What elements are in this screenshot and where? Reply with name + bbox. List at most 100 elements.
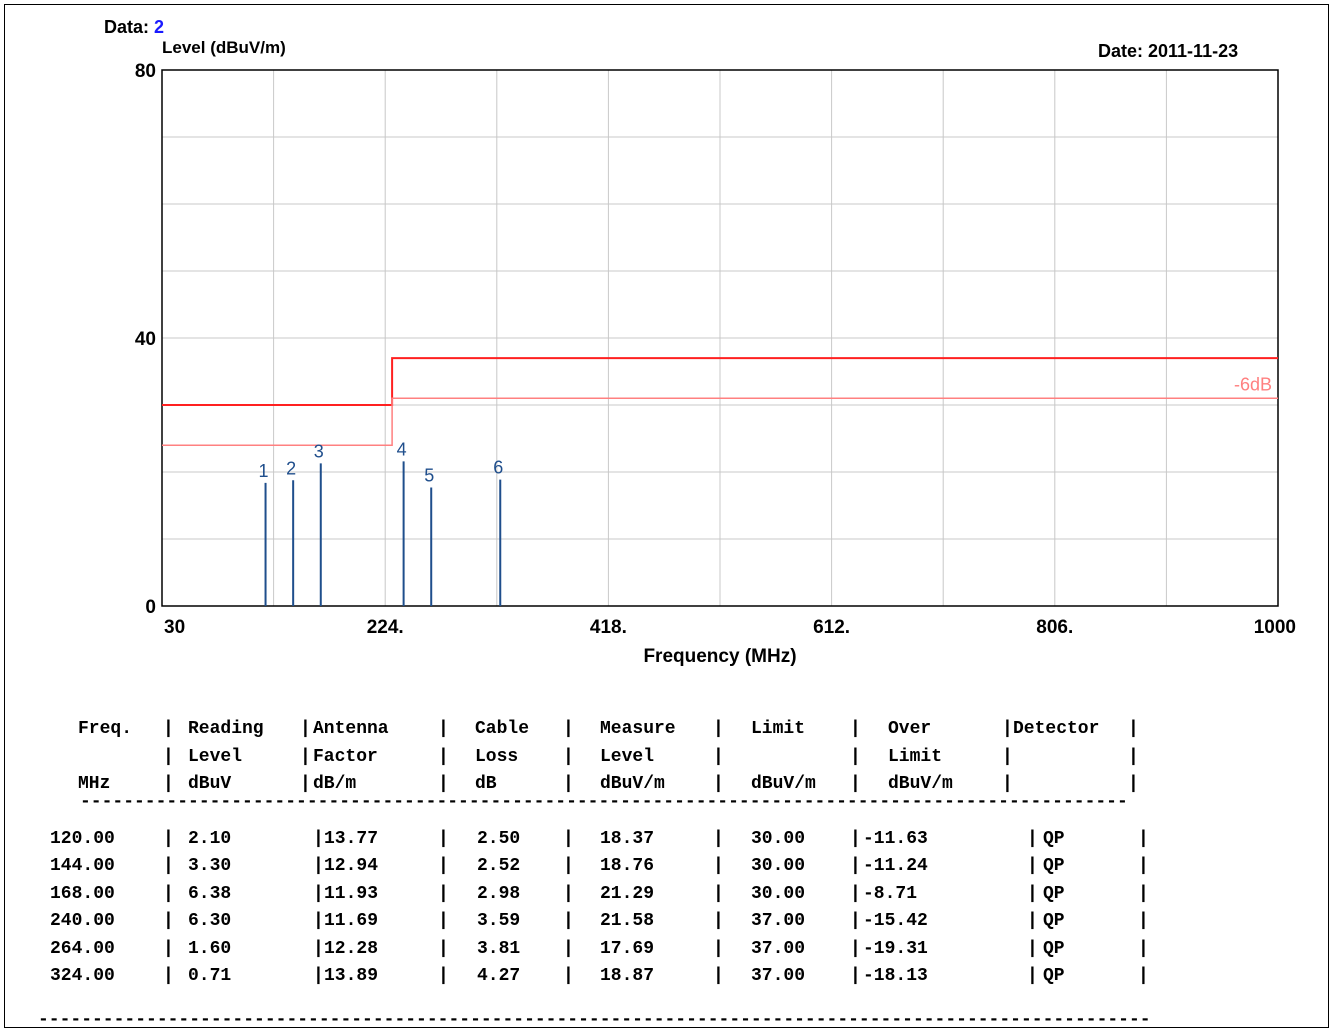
column-separator: | xyxy=(313,883,324,904)
column-separator: | xyxy=(438,966,449,986)
table-header-cell: Limit xyxy=(888,746,943,767)
column-separator: | xyxy=(1138,828,1149,849)
column-separator: | xyxy=(850,746,861,767)
emission-chart: 0 40 80 30 224. 418. 612. 806. 1000 Frequency (MH… xyxy=(135,61,1296,667)
table-cell: 13.77 xyxy=(324,828,379,849)
table-cell: -11.24 xyxy=(863,856,928,876)
column-separator: | xyxy=(1128,746,1139,767)
y-axis-label: Level (dBuV/m) xyxy=(162,38,286,57)
marker-label: 2 xyxy=(286,458,296,478)
table-cell: 6.38 xyxy=(188,883,232,904)
data-label: Data: 2 xyxy=(104,17,164,38)
table-cell: QP xyxy=(1043,911,1065,931)
table-cell: 264.00 xyxy=(50,938,115,959)
x-tick-label: 1000 xyxy=(1254,617,1296,638)
table-cell: 3.59 xyxy=(477,911,521,931)
table-cell: QP xyxy=(1043,938,1065,959)
column-separator: | xyxy=(713,828,724,849)
column-separator: | xyxy=(163,746,174,767)
column-separator: | xyxy=(1002,774,1013,794)
column-separator: | xyxy=(713,883,724,904)
table-cell: 240.00 xyxy=(50,911,115,931)
table-cell: 37.00 xyxy=(751,966,806,986)
table-cell: 11.69 xyxy=(324,911,379,931)
column-separator: | xyxy=(300,719,311,739)
table-cell: -19.31 xyxy=(863,938,928,959)
table-header-cell: dBuV/m xyxy=(888,774,953,794)
column-separator: | xyxy=(713,911,724,931)
table-cell: 37.00 xyxy=(751,938,806,959)
column-separator: | xyxy=(563,856,574,876)
column-separator: | xyxy=(438,883,449,904)
column-separator: | xyxy=(713,719,724,739)
table-cell: 17.69 xyxy=(600,938,655,959)
y-tick-label: 80 xyxy=(135,61,156,82)
table-cell: 2.10 xyxy=(188,828,232,849)
table-cell: 2.98 xyxy=(477,883,521,904)
table-cell: QP xyxy=(1043,856,1065,876)
table-cell: -15.42 xyxy=(863,911,928,931)
column-separator: | xyxy=(438,719,449,739)
marker-label: 1 xyxy=(259,461,269,481)
data-label-text: Data: xyxy=(104,17,150,37)
column-separator: | xyxy=(1027,911,1038,931)
column-separator: | xyxy=(563,883,574,904)
column-separator: | xyxy=(850,856,861,876)
marker-label: 4 xyxy=(397,439,407,459)
table-cell: 144.00 xyxy=(50,856,115,876)
x-tick-label: 224. xyxy=(367,617,404,638)
table-cell: -11.63 xyxy=(863,828,928,849)
y-tick-label: 0 xyxy=(145,597,156,618)
table-cell: 0.71 xyxy=(188,966,232,986)
margin-line-label: -6dB xyxy=(1234,374,1272,394)
column-separator: | xyxy=(1027,883,1038,904)
column-separator: | xyxy=(163,774,174,794)
column-separator: | xyxy=(1138,966,1149,986)
column-separator: | xyxy=(1027,828,1038,849)
column-separator: | xyxy=(438,911,449,931)
y-tick-label: 40 xyxy=(135,329,156,350)
column-separator: | xyxy=(163,966,174,986)
column-separator: | xyxy=(850,719,861,739)
x-tick-label: 612. xyxy=(813,617,850,638)
column-separator: | xyxy=(163,828,174,849)
column-separator: | xyxy=(713,746,724,767)
table-header-cell: Level xyxy=(600,746,655,767)
table-header-cell: Freq. xyxy=(78,719,133,739)
table-header-cell: Reading xyxy=(188,719,264,739)
limit-line xyxy=(162,357,1278,406)
table-cell: 11.93 xyxy=(324,883,379,904)
column-separator: | xyxy=(850,828,861,849)
column-separator: | xyxy=(713,966,724,986)
table-header-cell: dB xyxy=(475,774,497,794)
column-separator: | xyxy=(163,719,174,739)
table-header-cell: dBuV/m xyxy=(751,774,816,794)
table-header-cell: Antenna xyxy=(313,719,389,739)
column-separator: | xyxy=(438,856,449,876)
table-header-cell: Level xyxy=(188,746,243,767)
table-header-cell: Cable xyxy=(475,719,530,739)
table-cell: 30.00 xyxy=(751,883,806,904)
table-bottom-divider: ----------------------------------------… xyxy=(38,1010,1152,1030)
column-separator: | xyxy=(1027,938,1038,959)
column-separator: | xyxy=(1138,883,1149,904)
column-separator: | xyxy=(300,774,311,794)
margin-line xyxy=(162,397,1278,446)
x-tick-label: 418. xyxy=(590,617,627,638)
table-cell: 30.00 xyxy=(751,828,806,849)
table-cell: QP xyxy=(1043,883,1065,904)
column-separator: | xyxy=(1128,774,1139,794)
column-separator: | xyxy=(163,856,174,876)
column-separator: | xyxy=(850,774,861,794)
marker-label: 3 xyxy=(314,441,324,461)
column-separator: | xyxy=(563,938,574,959)
table-cell: 2.52 xyxy=(477,856,521,876)
table-header-cell: Measure xyxy=(600,719,676,739)
table-cell: -18.13 xyxy=(863,966,928,986)
table-header-cell: dB/m xyxy=(313,774,357,794)
column-separator: | xyxy=(163,938,174,959)
table-cell: 13.89 xyxy=(324,966,379,986)
table-cell: 4.27 xyxy=(477,966,521,986)
column-separator: | xyxy=(563,966,574,986)
column-separator: | xyxy=(438,938,449,959)
